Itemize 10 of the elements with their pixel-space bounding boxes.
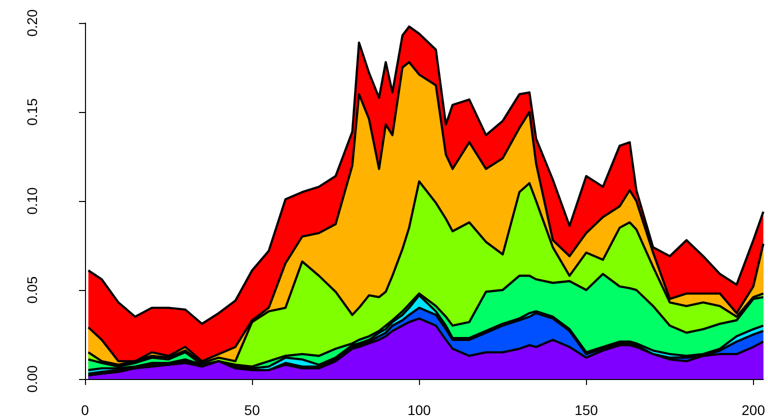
y-tick-label: 0.00 (24, 365, 40, 393)
y-tick-label: 0.20 (24, 9, 40, 37)
x-tick-label: 0 (81, 402, 90, 418)
x-tick-label: 50 (244, 402, 260, 418)
y-tick-label: 0.10 (24, 187, 40, 215)
y-tick-label: 0.05 (24, 276, 40, 304)
x-tick-label: 200 (742, 402, 766, 418)
y-tick-label: 0.15 (24, 98, 40, 126)
x-tick-label: 100 (407, 402, 432, 418)
x-tick-label: 150 (574, 402, 598, 418)
